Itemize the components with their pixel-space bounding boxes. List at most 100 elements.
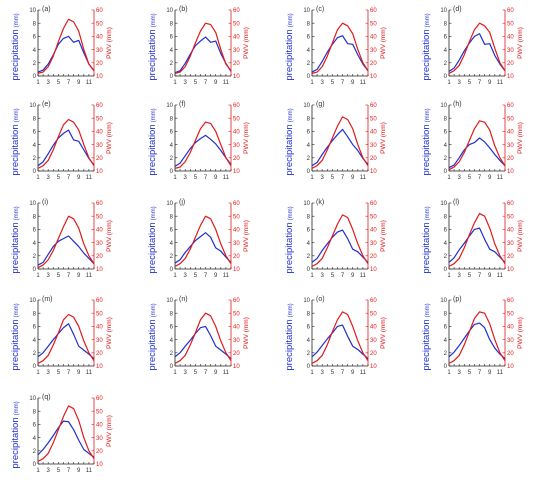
precipitation-line [448,322,506,360]
left-tick-label: 4 [33,143,37,149]
left-tick-label: 8 [170,116,174,122]
x-tick-label: 5 [194,273,198,279]
x-tick-label: 11 [360,80,367,86]
left-tick-label: 2 [170,254,174,260]
precipitation-line [37,35,95,73]
right-tick-label: 50 [96,116,103,122]
y-axis-label-left: precipitation (mm) [147,13,158,80]
precipitation-line [311,324,369,360]
panel-label: (b) [179,6,188,13]
y-axis-label-left-unit: (mm) [425,13,431,27]
pwv-line [174,22,232,74]
right-tick-label: 20 [96,156,103,162]
pwv-line [311,214,369,267]
x-tick-label: 3 [47,273,51,279]
x-tick-label: 9 [77,468,81,474]
right-tick-label: 60 [370,103,377,109]
y-axis-label-right: PWV (mm) [106,27,113,59]
left-tick-label: 8 [307,21,311,27]
y-axis-label-left-text: precipitation [147,319,158,370]
right-tick-label: 60 [96,201,103,207]
right-tick-label: 20 [370,254,377,260]
right-tick-label: 50 [233,116,240,122]
x-tick-label: 1 [310,273,314,279]
left-tick-label: 0 [170,364,174,370]
y-axis-label-right: PWV (mm) [106,122,113,154]
x-tick-label: 1 [173,273,177,279]
panel-label: (f) [179,101,186,108]
right-tick-label: 60 [507,201,514,207]
right-tick-label: 40 [233,325,240,331]
right-tick-label: 40 [233,35,240,41]
x-tick-label: 11 [497,370,504,376]
left-tick-label: 2 [170,351,174,357]
right-tick-label: 50 [370,116,377,122]
right-tick-label: 20 [233,254,240,260]
left-tick-label: 0 [307,74,311,80]
x-tick-label: 9 [214,370,218,376]
x-tick-label: 11 [86,468,93,474]
right-tick-label: 60 [233,298,240,304]
left-tick-label: 2 [33,351,37,357]
right-tick-label: 60 [507,8,514,14]
left-tick-label: 10 [303,201,310,207]
right-tick-label: 20 [96,254,103,260]
left-tick-label: 10 [29,103,36,109]
pwv-line [174,312,232,364]
right-tick-label: 50 [96,21,103,27]
x-tick-label: 5 [194,80,198,86]
left-tick-label: 10 [440,103,447,109]
pwv-line [448,212,506,267]
right-tick-label: 10 [370,364,377,370]
left-tick-label: 2 [33,61,37,67]
pwv-line [37,313,95,364]
left-tick-label: 4 [307,48,311,54]
right-tick-label: 10 [96,462,103,468]
right-tick-label: 20 [507,156,514,162]
x-tick-label: 1 [447,80,451,86]
left-tick-label: 6 [33,325,37,331]
x-tick-label: 1 [36,370,40,376]
x-tick-label: 9 [214,175,218,181]
right-tick-label: 30 [507,241,514,247]
left-tick-label: 6 [444,325,448,331]
right-tick-label: 50 [233,21,240,27]
y-axis-label-left-unit: (mm) [151,13,157,27]
left-tick-label: 6 [170,228,174,234]
x-tick-label: 9 [488,273,492,279]
right-tick-label: 40 [507,325,514,331]
pwv-line [448,311,506,364]
right-tick-label: 60 [507,103,514,109]
x-tick-label: 9 [351,370,355,376]
y-axis-label-left: precipitation (mm) [147,206,158,273]
x-tick-label: 9 [351,273,355,279]
x-tick-label: 5 [331,175,335,181]
left-tick-label: 8 [33,116,37,122]
x-tick-label: 3 [458,273,462,279]
left-tick-label: 8 [170,21,174,27]
chart-panel: (e) 0 2 4 6 8 10 10 20 30 40 50 60 1 3 5 7 9 11 precipitati… [10,101,113,181]
x-tick-label: 9 [488,370,492,376]
precipitation-line [311,128,369,167]
left-tick-label: 0 [307,267,311,273]
precipitation-line [174,134,232,167]
x-tick-label: 7 [67,175,71,181]
y-axis-label-right: PWV (mm) [517,122,524,154]
y-axis-label-left-text: precipitation [147,222,158,273]
right-tick-label: 30 [370,143,377,149]
left-tick-label: 6 [307,228,311,234]
pwv-line [448,120,506,171]
right-tick-label: 30 [233,338,240,344]
right-tick-label: 20 [507,254,514,260]
x-tick-label: 11 [497,80,504,86]
y-axis-label-left: precipitation (mm) [284,303,295,370]
right-tick-label: 40 [370,228,377,234]
precipitation-line [311,35,369,73]
y-axis-label-left: precipitation (mm) [284,13,295,80]
x-tick-label: 7 [341,370,345,376]
precipitation-line [174,325,232,360]
x-tick-label: 9 [488,80,492,86]
right-tick-label: 10 [96,74,103,80]
left-tick-label: 2 [444,254,448,260]
left-tick-label: 0 [307,169,311,175]
